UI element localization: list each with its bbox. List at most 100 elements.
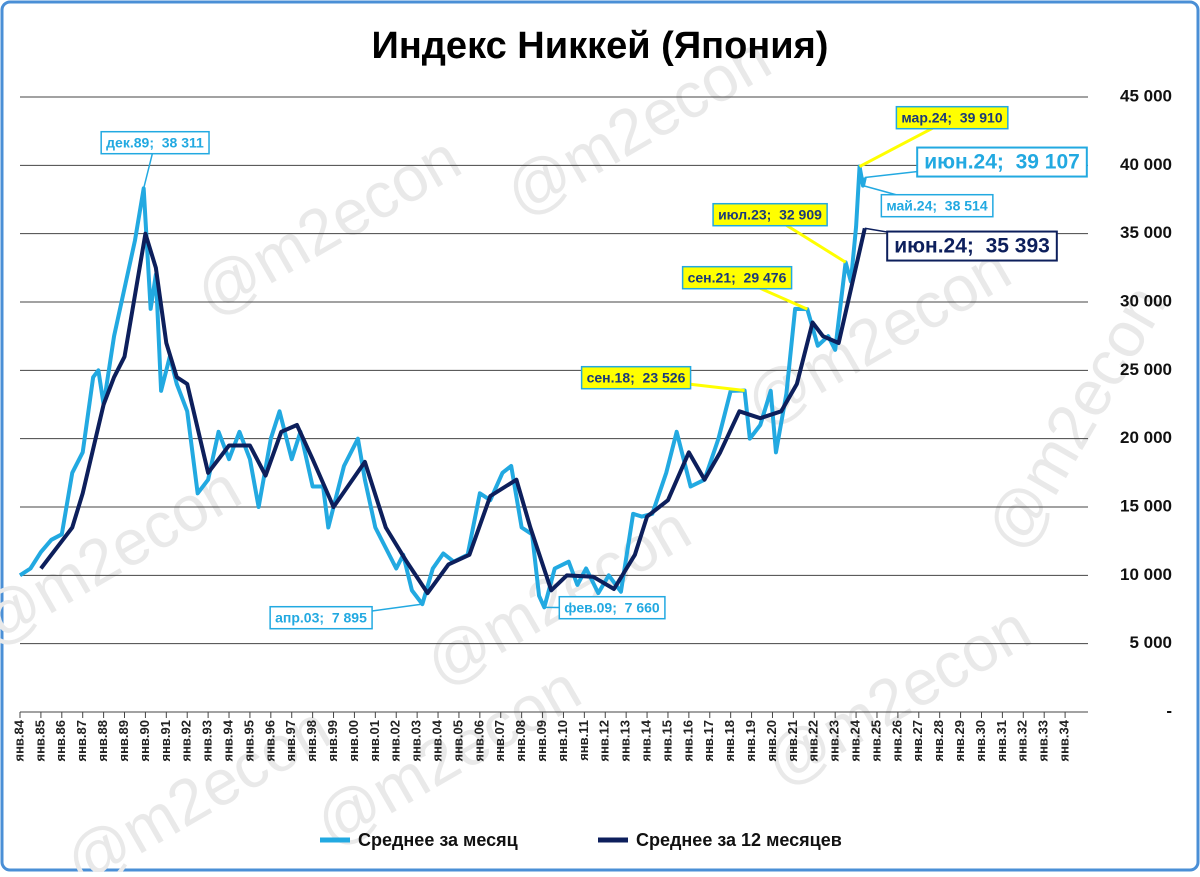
legend-label: Среднее за 12 месяцев	[636, 830, 842, 850]
x-tick-label: янв.91	[158, 720, 173, 762]
annotation: июн.24; 39 107	[864, 146, 1088, 179]
x-tick-label: янв.93	[200, 720, 215, 762]
annotation-label: сен.18; 23 526	[587, 370, 686, 386]
annotation-box	[558, 595, 666, 620]
x-tick-label: янв.04	[429, 719, 444, 761]
y-tick-label: 15 000	[1120, 496, 1172, 515]
annotation-box	[886, 230, 1058, 262]
y-tick-label: 40 000	[1120, 155, 1172, 174]
annotation-label: мар.24; 39 910	[901, 110, 1002, 126]
x-tick-label: янв.97	[283, 720, 298, 762]
x-tick-label: янв.89	[116, 720, 131, 762]
y-tick-label: 35 000	[1120, 223, 1172, 242]
annotation: дек.89; 38 311	[100, 130, 210, 189]
annotation: сен.21; 29 476	[681, 265, 808, 311]
annotation: фев.09; 7 660	[544, 595, 666, 620]
x-tick-label: янв.98	[304, 720, 319, 762]
x-tick-label: янв.27	[910, 720, 925, 762]
annotation-box	[580, 365, 692, 390]
x-tick-label: янв.09	[534, 720, 549, 762]
annotation-label: май.24; 38 514	[886, 198, 988, 214]
legend-label: Среднее за месяц	[358, 830, 518, 850]
y-tick-label: 30 000	[1120, 291, 1172, 310]
x-tick-label: янв.30	[973, 720, 988, 762]
x-tick-label: янв.90	[137, 720, 152, 762]
x-tick-label: янв.99	[325, 720, 340, 762]
x-tick-label: янв.95	[241, 720, 256, 762]
chart-title: Индекс Никкей (Япония)	[372, 25, 829, 67]
annotation: май.24; 38 514	[862, 184, 994, 218]
x-tick-label: янв.87	[74, 720, 89, 762]
x-tick-label: янв.86	[53, 720, 68, 762]
x-tick-label: янв.26	[889, 720, 904, 762]
annotation-box	[895, 105, 1009, 130]
y-tick-label: 10 000	[1120, 565, 1172, 584]
x-tick-label: янв.14	[638, 719, 653, 761]
x-tick-label: янв.85	[32, 720, 47, 762]
annotation-label: июн.24; 35 393	[894, 235, 1050, 258]
x-tick-label: янв.07	[492, 720, 507, 762]
annotation-box	[916, 146, 1088, 178]
series-line	[39, 227, 867, 596]
x-tick-label: янв.32	[1015, 720, 1030, 762]
annotation: апр.03; 7 895	[269, 603, 423, 630]
x-tick-label: янв.13	[618, 720, 633, 762]
x-tick-label: янв.18	[722, 720, 737, 762]
x-tick-label: янв.10	[555, 720, 570, 762]
annotation-label: июл.23; 32 909	[718, 207, 822, 223]
x-tick-label: янв.84	[11, 719, 26, 761]
x-tick-label: янв.12	[597, 720, 612, 762]
x-tick-label: янв.25	[868, 720, 883, 762]
x-tick-label: янв.22	[806, 720, 821, 762]
x-tick-label: янв.20	[764, 720, 779, 762]
annotation-box	[269, 605, 373, 630]
x-tick-label: янв.24	[848, 719, 863, 761]
x-tick-label: янв.02	[388, 720, 403, 762]
annotation-box	[880, 193, 994, 218]
annotation-label: апр.03; 7 895	[275, 610, 367, 626]
annotation: мар.24; 39 910	[858, 105, 1009, 168]
x-tick-label: янв.19	[743, 720, 758, 762]
x-tick-label: янв.94	[220, 719, 235, 761]
annotation-label: июн.24; 39 107	[924, 151, 1080, 174]
x-tick-label: янв.15	[659, 720, 674, 762]
x-tick-label: янв.03	[409, 720, 424, 762]
x-tick-label: янв.23	[827, 720, 842, 762]
x-tick-label: янв.33	[1036, 720, 1051, 762]
annotation: июл.23; 32 909	[712, 202, 847, 264]
series-line	[18, 164, 867, 610]
x-tick-label: янв.08	[513, 720, 528, 762]
y-tick-label: -	[1166, 701, 1172, 720]
x-tick-label: янв.28	[931, 720, 946, 762]
x-tick-label: янв.88	[95, 720, 110, 762]
annotation: июн.24; 35 393	[864, 227, 1058, 262]
x-tick-label: янв.21	[785, 720, 800, 762]
annotations: дек.89; 38 311 апр.03; 7 895 фев.09; 7 660…	[100, 105, 1088, 630]
annotation-label: сен.21; 29 476	[688, 270, 787, 286]
x-tick-label: янв.06	[471, 720, 486, 762]
x-tick-label: янв.01	[367, 720, 382, 762]
x-tick-label: янв.96	[262, 720, 277, 762]
x-tick-label: янв.17	[701, 720, 716, 762]
grid: - 5 000 10 000 15 000 20 000 25 000 30 000 35 0…	[11, 86, 1172, 761]
x-tick-label: янв.34	[1057, 719, 1072, 761]
x-tick-label: янв.05	[450, 720, 465, 762]
x-tick-label: янв.31	[994, 720, 1009, 762]
y-tick-label: 20 000	[1120, 428, 1172, 447]
annotation-label: фев.09; 7 660	[564, 600, 660, 616]
y-tick-label: 5 000	[1129, 633, 1172, 652]
x-tick-label: янв.16	[680, 720, 695, 762]
y-tick-label: 45 000	[1120, 86, 1172, 105]
annotation-box	[100, 130, 210, 155]
lines	[18, 164, 867, 610]
annotation-label: дек.89; 38 311	[106, 135, 204, 151]
x-tick-label: янв.11	[576, 720, 591, 761]
annotation-box	[681, 265, 793, 290]
x-tick-label: янв.00	[346, 720, 361, 762]
x-tick-label: янв.92	[179, 720, 194, 762]
legend: Среднее за месяц Среднее за 12 месяцев	[320, 830, 842, 850]
x-tick-label: янв.29	[952, 720, 967, 762]
annotation-box	[712, 202, 828, 227]
